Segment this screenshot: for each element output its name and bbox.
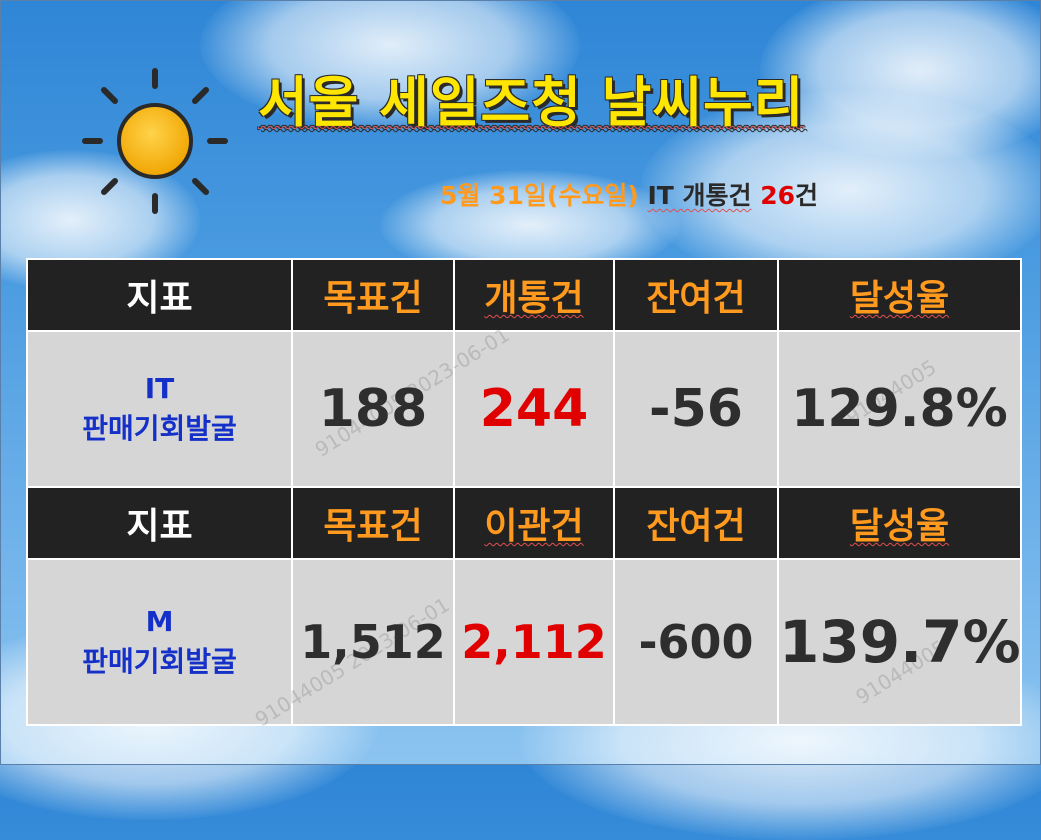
rate-value: 129.8% — [777, 330, 1022, 488]
subtitle-date: 5월 31일(수요일) — [440, 181, 639, 210]
subtitle-count: 26 — [760, 181, 796, 210]
cloud — [200, 0, 580, 130]
row-label-line2: 판매기회발굴 — [82, 412, 237, 445]
row-label-line2: 판매기회발굴 — [82, 645, 237, 678]
header-activated: 개통건 — [453, 258, 615, 332]
target-value: 188 — [291, 330, 455, 488]
remaining-value: -56 — [613, 330, 779, 488]
sun-icon — [82, 68, 228, 214]
header-target: 목표건 — [291, 258, 455, 332]
row-label: IT 판매기회발굴 — [26, 330, 293, 488]
subtitle: 5월 31일(수요일) IT 개통건 26건 — [440, 176, 818, 212]
header-row: 지표 목표건 개통건 잔여건 달성율 — [26, 258, 1022, 332]
header-transferred: 이관건 — [453, 486, 615, 560]
rate-value: 139.7% — [777, 558, 1022, 726]
cloud — [640, 90, 1041, 290]
row-label-line1: M — [145, 605, 174, 638]
header-remaining: 잔여건 — [613, 258, 779, 332]
subtitle-unit: 건 — [795, 181, 819, 210]
row-label: M 판매기회발굴 — [26, 558, 293, 726]
transferred-value: 2,112 — [453, 558, 615, 726]
page-title: 서울 세일즈청 날씨누리 — [258, 71, 805, 134]
row-label-line1: IT — [144, 372, 175, 405]
header-remaining: 잔여건 — [613, 486, 779, 560]
slide-frame — [0, 0, 1041, 765]
table-row: IT 판매기회발굴 188 244 -56 129.8% — [26, 330, 1022, 488]
table-row: M 판매기회발굴 1,512 2,112 -600 139.7% — [26, 558, 1022, 726]
subtitle-text: IT 개통건 — [647, 181, 752, 210]
header-rate: 달성율 — [777, 486, 1022, 560]
header-indicator: 지표 — [26, 486, 293, 560]
kpi-table: 지표 목표건 개통건 잔여건 달성율 IT 판매기회발굴 188 244 -56… — [26, 258, 1022, 726]
header-row: 지표 목표건 이관건 잔여건 달성율 — [26, 486, 1022, 560]
remaining-value: -600 — [613, 558, 779, 726]
header-target: 목표건 — [291, 486, 455, 560]
header-indicator: 지표 — [26, 258, 293, 332]
header-rate: 달성율 — [777, 258, 1022, 332]
activated-value: 244 — [453, 330, 615, 488]
target-value: 1,512 — [291, 558, 455, 726]
